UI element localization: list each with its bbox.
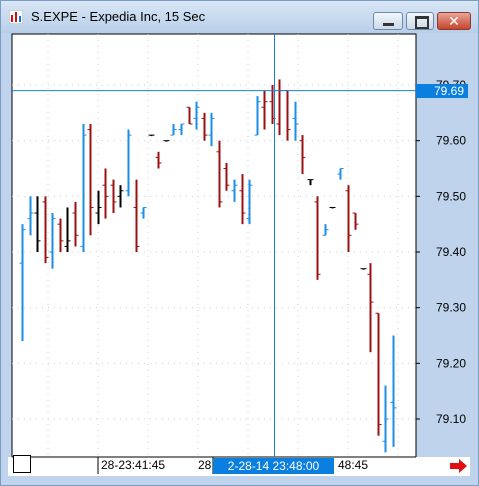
y-tick-label: 79.20 xyxy=(436,356,466,370)
y-tick-label: 79.40 xyxy=(436,245,466,259)
crosshair-time-label: 2-28-14 23:48:00 xyxy=(213,458,334,474)
close-icon: ✕ xyxy=(448,13,460,29)
plot-area xyxy=(11,33,417,458)
chart-corner-box[interactable] xyxy=(13,455,31,473)
maximize-button[interactable] xyxy=(406,12,434,30)
title-bar[interactable]: S.EXPE - Expedia Inc, 15 Sec ✕ xyxy=(1,1,478,33)
x-axis-label-start: 28-23:41:45 xyxy=(101,458,166,472)
y-tick-label: 79.60 xyxy=(436,134,466,148)
minimize-button[interactable] xyxy=(373,12,403,30)
scroll-right-arrow-icon[interactable] xyxy=(449,458,469,474)
x-axis-label-mid: 28 xyxy=(198,458,212,472)
crosshair-price-label: 79.69 xyxy=(416,84,468,98)
window-title: S.EXPE - Expedia Inc, 15 Sec xyxy=(31,9,206,24)
maximize-icon xyxy=(415,16,429,29)
minimize-icon xyxy=(383,23,394,26)
x-axis-label-end: 48:45 xyxy=(338,458,369,472)
bar-chart-icon xyxy=(9,10,23,24)
close-button[interactable]: ✕ xyxy=(437,12,471,30)
y-tick-label: 79.10 xyxy=(436,412,466,426)
y-tick-label: 79.50 xyxy=(436,189,466,203)
y-tick-label: 79.30 xyxy=(436,301,466,315)
